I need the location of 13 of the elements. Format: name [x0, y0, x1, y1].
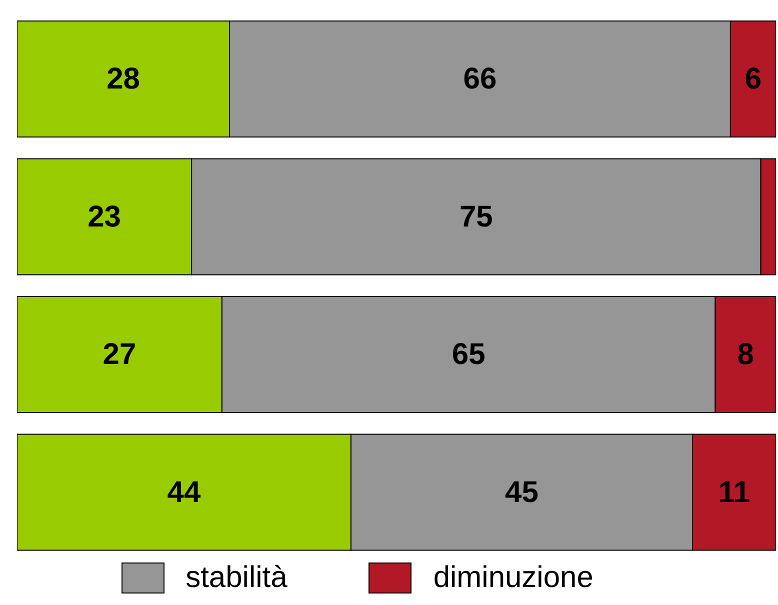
data-label: 23 — [88, 200, 121, 234]
data-label: 28 — [106, 62, 140, 96]
data-label: 65 — [452, 338, 486, 372]
legend-label: stabilità — [186, 561, 288, 595]
data-label: 27 — [102, 338, 136, 372]
data-label: 75 — [460, 200, 493, 234]
data-label: 45 — [505, 476, 538, 509]
data-label: 66 — [463, 62, 497, 96]
data-label: 6 — [744, 62, 762, 96]
data-label: 11 — [718, 476, 750, 509]
data-label: 8 — [737, 338, 754, 372]
data-label: 44 — [167, 476, 201, 509]
legend-label: diminuzione — [433, 561, 594, 595]
